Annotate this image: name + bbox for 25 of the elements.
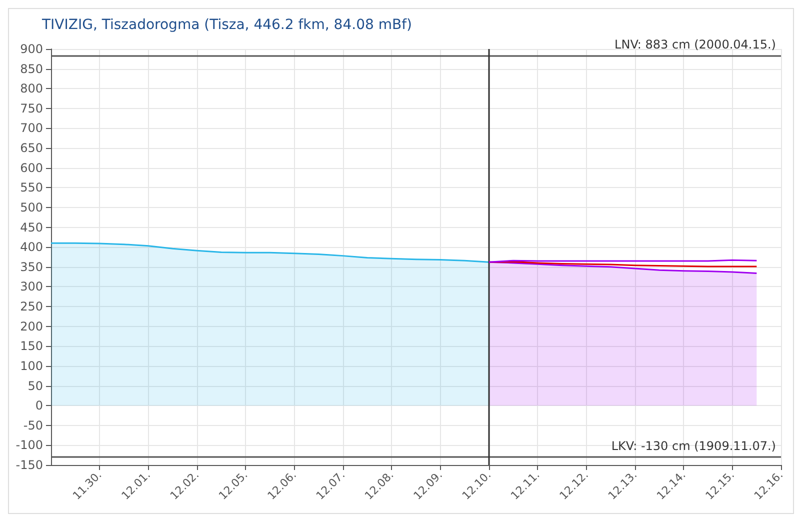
y-tick-label: 650 [20, 141, 43, 156]
y-tick-label: 900 [20, 42, 43, 56]
y-tick-label: 200 [20, 319, 43, 334]
y-tick-label: 450 [20, 220, 43, 234]
y-tick-label: -50 [23, 418, 43, 432]
y-tick-label: 850 [20, 62, 43, 76]
y-tick-label: 750 [20, 101, 43, 116]
y-tick-label: 50 [28, 378, 43, 393]
y-tick-label: 500 [20, 200, 43, 214]
y-tick-label: 550 [20, 180, 43, 195]
y-tick-label: 800 [20, 82, 43, 96]
y-tick-label: 250 [20, 300, 43, 314]
y-tick-label: 0 [35, 398, 43, 413]
chart-title: TIVIZIG, Tiszadorogma (Tisza, 446.2 fkm, 84.08 mBf) [41, 17, 412, 33]
y-tick-label: 350 [20, 260, 43, 274]
y-tick-label: -150 [16, 458, 43, 472]
y-tick-label: 150 [20, 339, 43, 354]
y-tick-label: -100 [16, 438, 43, 452]
ref-line-label: LNV: 883 cm (2000.04.15.) [614, 38, 776, 52]
y-tick-label: 700 [20, 121, 43, 136]
y-tick-label: 300 [20, 280, 43, 294]
ref-line-label: LKV: -130 cm (1909.11.07.) [611, 439, 776, 454]
y-tick-label: 600 [20, 160, 43, 175]
y-tick-label: 400 [20, 240, 43, 254]
y-tick-label: 100 [20, 358, 43, 373]
